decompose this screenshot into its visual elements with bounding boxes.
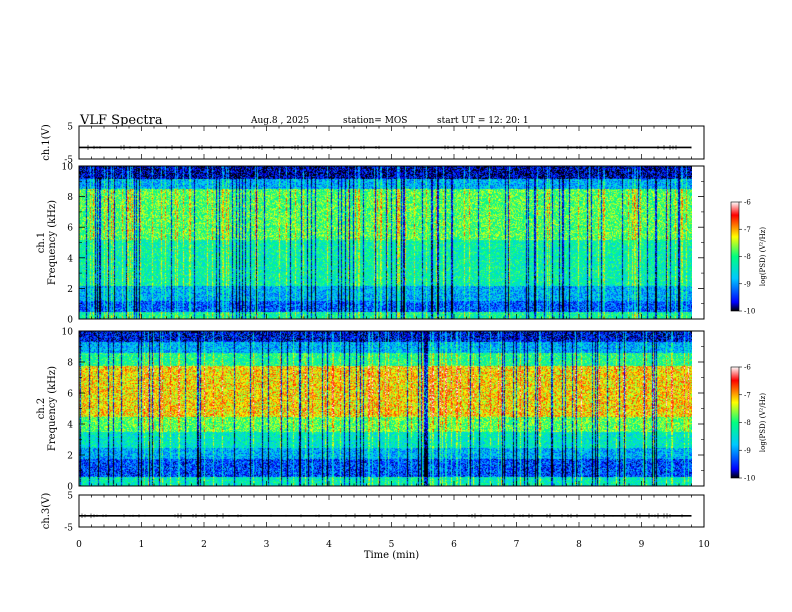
x-tick-label: 6: [451, 540, 457, 550]
colorbar-tick-label: -7: [744, 226, 751, 234]
y-axis-label-channel: ch.2: [36, 398, 47, 420]
x-tick-label: 8: [576, 540, 582, 550]
y-tick-label: 10: [62, 163, 74, 173]
y-tick-label: 4: [67, 254, 73, 264]
x-tick-label: 9: [639, 540, 645, 550]
y-tick-label: 6: [67, 224, 73, 234]
y-tick-label: -5: [64, 524, 73, 534]
x-tick-label: 10: [698, 540, 710, 550]
x-tick-label: 4: [326, 540, 332, 550]
y-axis-label-ch2-spectrogram: ch.2 Frequency (kHz): [36, 366, 58, 451]
y-axis-label-ch1-waveform: ch.1(V): [41, 124, 52, 161]
y-tick-label: 8: [67, 359, 73, 369]
y-axis-label-ch3-waveform: ch.3(V): [41, 493, 52, 530]
y-tick-label: 2: [67, 452, 73, 462]
spectrogram-image-ch2: [79, 331, 692, 486]
colorbar-tick-label: -6: [744, 364, 751, 372]
y-tick-label: 10: [62, 328, 74, 338]
date-label: Aug.8 , 2025: [251, 116, 310, 126]
colorbar-ch2-spectrogram: [730, 366, 740, 479]
station-label: station= MOS: [343, 116, 408, 126]
y-axis-label-frequency: Frequency (kHz): [47, 366, 58, 451]
colorbar-tick-label: -6: [744, 199, 751, 207]
y-tick-label: 0: [67, 316, 73, 326]
chart-title: VLF Spectra: [80, 113, 163, 128]
y-axis-label-ch1-spectrogram: ch.1 Frequency (kHz): [36, 200, 58, 285]
y-tick-label: 5: [67, 123, 73, 133]
colorbar-tick-label: -10: [744, 308, 755, 316]
colorbar-tick-label: -9: [744, 280, 751, 288]
x-tick-label: 3: [264, 540, 270, 550]
y-axis-label-frequency: Frequency (kHz): [47, 200, 58, 285]
x-tick-label: 7: [514, 540, 520, 550]
y-tick-label: 2: [67, 285, 73, 295]
waveform-spikes-ch3-waveform: [81, 513, 683, 519]
y-tick-label: 6: [67, 390, 73, 400]
x-tick-label: 2: [201, 540, 207, 550]
colorbar-tick-label: -9: [744, 447, 751, 455]
colorbar-ch1-spectrogram: [730, 201, 740, 312]
y-tick-label: 4: [67, 421, 73, 431]
y-axis-label-channel: ch.1: [36, 232, 47, 254]
colorbar-tick-label: -10: [744, 475, 755, 483]
y-tick-label: -5: [64, 156, 73, 166]
y-tick-label: 8: [67, 193, 73, 203]
start-time-label: start UT = 12: 20: 1: [437, 116, 529, 126]
x-tick-label: 1: [139, 540, 145, 550]
colorbar-label: log(PSD) (V²/Hz): [759, 227, 767, 286]
colorbar-label: log(PSD) (V²/Hz): [759, 393, 767, 452]
spectrogram-image-ch1: [79, 166, 692, 319]
x-axis-label: Time (min): [364, 550, 419, 561]
y-tick-label: 0: [67, 483, 73, 493]
y-tick-label: 5: [67, 492, 73, 502]
colorbar-tick-label: -7: [744, 391, 751, 399]
colorbar-tick-label: -8: [744, 253, 751, 261]
x-tick-label: 5: [389, 540, 395, 550]
x-tick-label: 0: [76, 540, 82, 550]
waveform-spikes-ch1-waveform: [78, 144, 692, 151]
colorbar-tick-label: -8: [744, 419, 751, 427]
